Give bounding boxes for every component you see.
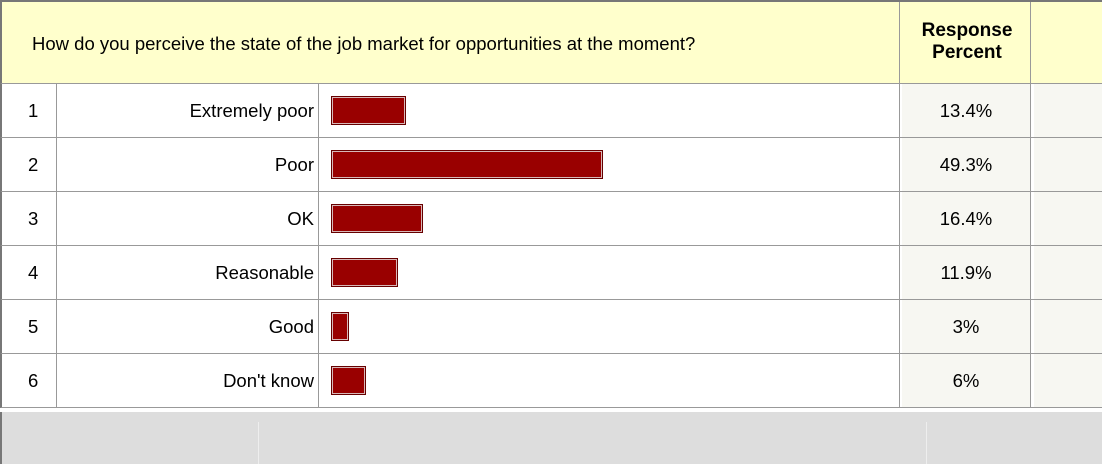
column-divider (56, 138, 57, 191)
empty-cell (1034, 300, 1102, 353)
response-percent-value: 16.4% (902, 192, 1030, 245)
column-divider (56, 246, 57, 299)
footer-divider (258, 422, 259, 464)
response-percent-value: 49.3% (902, 138, 1030, 191)
column-divider (899, 192, 900, 245)
column-divider (1030, 138, 1031, 191)
column-divider (899, 138, 900, 191)
bar (331, 312, 349, 341)
table-row: 3 OK 16.4% (0, 192, 1102, 246)
bar (331, 96, 406, 125)
column-divider (899, 84, 900, 137)
table-footer (0, 412, 1102, 464)
column-divider (56, 354, 57, 407)
category-label: Good (268, 316, 314, 337)
table-row: 2 Poor 49.3% (0, 138, 1102, 192)
question-title: How do you perceive the state of the job… (32, 33, 696, 54)
category-label: OK (287, 208, 314, 229)
column-divider (56, 84, 57, 137)
footer-divider (926, 422, 927, 464)
empty-cell (1034, 138, 1102, 191)
empty-cell (1034, 246, 1102, 299)
header-divider (899, 2, 900, 86)
response-percent-value: 11.9% (902, 246, 1030, 299)
row-number: 5 (28, 316, 39, 337)
question-header: How do you perceive the state of the job… (0, 0, 1102, 86)
column-divider (318, 84, 319, 137)
row-number: 4 (28, 262, 39, 283)
bar (331, 204, 423, 233)
response-percent-value: 3% (902, 300, 1030, 353)
column-divider (1030, 300, 1031, 353)
column-divider (318, 300, 319, 353)
response-percent-value: 6% (902, 354, 1030, 407)
column-divider (318, 192, 319, 245)
column-divider (318, 354, 319, 407)
category-label: Poor (274, 154, 314, 175)
bar (331, 150, 603, 179)
table-row: 1 Extremely poor 13.4% (0, 84, 1102, 138)
category-label: Extremely poor (189, 100, 314, 121)
column-divider (1030, 354, 1031, 407)
row-number: 3 (28, 208, 39, 229)
table-row: 6 Don't know 6% (0, 354, 1102, 408)
table-row: 4 Reasonable 11.9% (0, 246, 1102, 300)
table-row: 5 Good 3% (0, 300, 1102, 354)
empty-cell (1034, 354, 1102, 407)
empty-cell (1034, 84, 1102, 137)
row-number: 6 (28, 370, 39, 391)
column-divider (318, 138, 319, 191)
column-divider (1030, 84, 1031, 137)
header-divider (1030, 2, 1031, 86)
empty-cell (1034, 192, 1102, 245)
bar (331, 366, 366, 395)
category-label: Don't know (223, 370, 314, 391)
row-number: 2 (28, 154, 39, 175)
column-divider (1030, 246, 1031, 299)
column-divider (899, 246, 900, 299)
response-percent-header: Response Percent (921, 20, 1013, 63)
column-divider (1030, 192, 1031, 245)
column-divider (899, 354, 900, 407)
column-divider (899, 300, 900, 353)
category-label: Reasonable (215, 262, 314, 283)
column-divider (56, 300, 57, 353)
column-divider (56, 192, 57, 245)
column-divider (318, 246, 319, 299)
response-percent-value: 13.4% (902, 84, 1030, 137)
bar (331, 258, 398, 287)
row-number: 1 (28, 100, 39, 121)
